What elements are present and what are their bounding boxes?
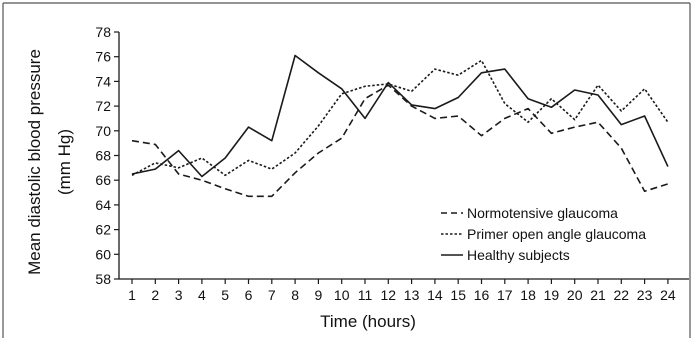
y-tick-label: 64 (95, 197, 111, 213)
frame-layer (2, 2, 691, 338)
x-tick-label: 4 (198, 287, 206, 303)
x-tick-label: 10 (334, 287, 350, 303)
x-tick-label: 20 (567, 287, 583, 303)
y-tick-label: 58 (95, 271, 111, 287)
x-tick-label: 15 (450, 287, 466, 303)
y-axis-title-line-2: (mm Hg) (55, 129, 74, 195)
x-tick-label: 7 (268, 287, 276, 303)
y-tick-label: 76 (95, 49, 111, 65)
x-tick-label: 5 (221, 287, 229, 303)
y-tick-label: 70 (95, 123, 111, 139)
x-tick-label: 6 (245, 287, 253, 303)
x-axis-title: Time (hours) (320, 312, 416, 331)
series-layer (131, 54, 669, 198)
x-tick-label: 14 (427, 287, 443, 303)
x-tick-label: 22 (614, 287, 630, 303)
x-tick-label: 3 (175, 287, 183, 303)
x-tick-label: 9 (315, 287, 323, 303)
y-axis-title: Mean diastolic blood pressure (mm Hg) (25, 49, 74, 275)
y-tick-label: 60 (95, 246, 111, 262)
y-tick-label: 74 (95, 73, 111, 89)
series-line-primer-open-angle-glaucoma (131, 59, 669, 177)
y-axis-title-line-1: Mean diastolic blood pressure (25, 49, 44, 275)
y-tick-label: 62 (95, 222, 111, 238)
y-tick-label: 66 (95, 172, 111, 188)
x-tick-label: 19 (544, 287, 560, 303)
series-line-normotensive-glaucoma (131, 84, 669, 198)
y-tick-label: 78 (95, 24, 111, 40)
legend: Normotensive glaucoma Primer open angle g… (441, 205, 646, 263)
x-tick-label: 17 (497, 287, 513, 303)
y-tick-label: 68 (95, 148, 111, 164)
x-tick-label: 23 (637, 287, 653, 303)
legend-label-healthy-subjects: Healthy subjects (467, 247, 570, 263)
x-tick-label: 18 (520, 287, 536, 303)
legend-label-primer-open-angle-glaucoma: Primer open angle glaucoma (467, 226, 646, 242)
x-tick-label: 8 (291, 287, 299, 303)
x-tick-label: 12 (381, 287, 397, 303)
x-tick-label: 11 (358, 287, 373, 303)
x-tick-label: 1 (128, 287, 136, 303)
x-tick-label: 16 (474, 287, 490, 303)
x-tick-label: 24 (660, 287, 676, 303)
x-tick-label: 13 (404, 287, 420, 303)
legend-label-normotensive-glaucoma: Normotensive glaucoma (467, 205, 618, 221)
x-tick-label: 2 (151, 287, 159, 303)
y-tick-label: 72 (95, 98, 111, 114)
x-tick-label: 21 (590, 287, 606, 303)
series-line-healthy-subjects (131, 54, 669, 178)
